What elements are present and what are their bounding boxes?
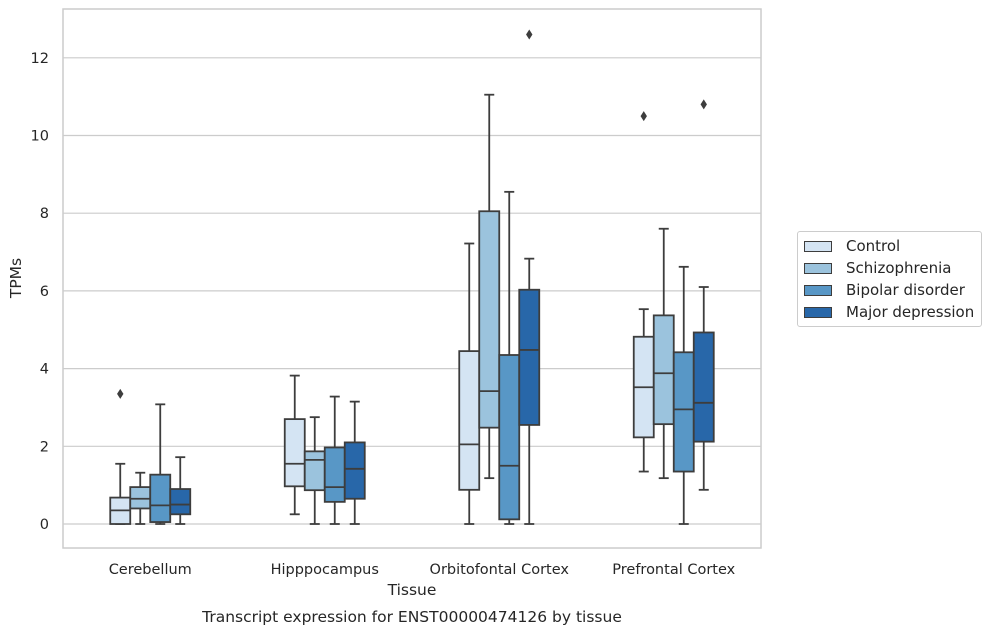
legend-swatch-major-depression — [804, 306, 832, 318]
y-tick-label-0: 0 — [40, 517, 49, 533]
legend-swatch-bipolar-disorder — [804, 284, 832, 296]
box-body — [323, 446, 346, 503]
y-tick-label-4: 4 — [40, 362, 49, 378]
box-3-1 — [652, 227, 675, 480]
box-2-2 — [498, 190, 521, 525]
chart-title: Transcript expression for ENST0000047412… — [201, 608, 622, 626]
box-body — [652, 314, 675, 426]
box-0-2 — [149, 403, 172, 525]
y-tick-label-2: 2 — [40, 439, 49, 455]
box-1-0 — [283, 374, 306, 516]
box-body — [672, 351, 695, 473]
y-tick-label-10: 10 — [31, 129, 49, 145]
box-3-2 — [672, 265, 695, 525]
legend-label-control: Control — [846, 237, 901, 255]
legend-label-major-depression: Major depression — [846, 303, 975, 321]
legend-label-schizophrenia: Schizophrenia — [846, 259, 952, 277]
outlier-point — [526, 29, 533, 40]
box-1-2 — [323, 395, 346, 525]
x-tick-label-0: Cerebellum — [109, 562, 192, 578]
x-tick-label-1: Hipppocampus — [271, 562, 379, 578]
legend-swatch-control — [804, 240, 832, 252]
box-2-1 — [478, 93, 501, 480]
box-plot-boxes — [109, 29, 715, 525]
box-body — [692, 331, 715, 443]
box-0-3 — [169, 456, 192, 525]
y-tick-label-12: 12 — [31, 51, 49, 67]
grid-lines — [63, 57, 761, 525]
x-tick-label-3: Prefrontal Cortex — [612, 562, 735, 578]
box-body — [458, 350, 481, 491]
legend-item-control: Control — [804, 236, 900, 256]
y-tick-label-6: 6 — [40, 284, 49, 300]
outlier-point — [117, 388, 124, 399]
box-0-0 — [109, 388, 132, 525]
x-tick-label-2: Orbitofontal Cortex — [430, 562, 570, 578]
plot-area-frame — [62, 8, 762, 549]
box-body — [283, 418, 306, 488]
box-body — [518, 288, 541, 426]
box-2-0 — [458, 242, 481, 525]
y-axis-ticks: 0 2 4 6 8 10 12 — [31, 51, 49, 533]
outlier-point — [640, 111, 647, 122]
box-body — [303, 450, 326, 492]
outlier-point — [700, 99, 707, 110]
y-axis-label: TPMs — [7, 258, 25, 299]
box-body — [343, 441, 366, 500]
legend-item-major-depression: Major depression — [804, 302, 974, 322]
box-1-3 — [343, 400, 366, 525]
box-body — [129, 486, 152, 510]
legend-item-bipolar-disorder: Bipolar disorder — [804, 280, 965, 300]
box-0-1 — [129, 471, 152, 525]
x-axis-ticks: Cerebellum Hipppocampus Orbitofontal Corte… — [109, 562, 736, 578]
box-1-1 — [303, 416, 326, 525]
box-body — [149, 473, 172, 523]
box-body — [478, 210, 501, 429]
x-axis-label: Tissue — [387, 581, 437, 599]
legend: Control Schizophrenia Bipolar disorder M… — [797, 231, 982, 327]
y-tick-label-8: 8 — [40, 206, 49, 222]
box-2-3 — [518, 29, 541, 525]
box-3-3 — [692, 99, 715, 491]
legend-item-schizophrenia: Schizophrenia — [804, 258, 951, 278]
legend-swatch-schizophrenia — [804, 262, 832, 274]
legend-label-bipolar-disorder: Bipolar disorder — [846, 281, 965, 299]
box-body — [498, 354, 521, 521]
box-body — [169, 488, 192, 516]
